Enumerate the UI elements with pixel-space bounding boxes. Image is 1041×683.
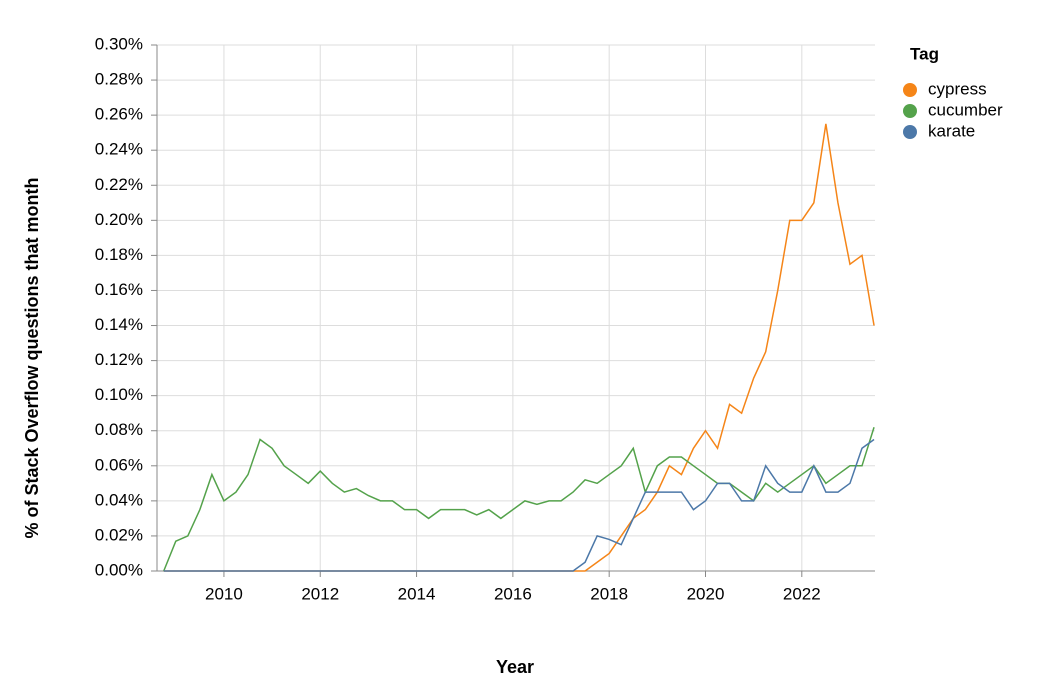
x-axis-title: Year xyxy=(496,657,534,677)
x-tick-label: 2022 xyxy=(783,584,821,603)
x-tick-label: 2012 xyxy=(301,584,339,603)
x-tick-label: 2016 xyxy=(494,584,532,603)
y-tick-label: 0.08% xyxy=(95,420,143,439)
x-tick-label: 2020 xyxy=(687,584,725,603)
y-tick-label: 0.20% xyxy=(95,210,143,229)
series-line xyxy=(163,427,875,572)
y-tick-label: 0.24% xyxy=(95,140,143,159)
legend-marker xyxy=(903,125,917,139)
y-tick-label: 0.30% xyxy=(95,34,143,53)
y-tick-label: 0.18% xyxy=(95,245,143,264)
series-line xyxy=(163,438,875,572)
legend-label: karate xyxy=(928,121,975,140)
legend-marker xyxy=(903,83,917,97)
legend-marker xyxy=(903,104,917,118)
y-tick-label: 0.06% xyxy=(95,455,143,474)
y-tick-label: 0.10% xyxy=(95,385,143,404)
x-tick-label: 2010 xyxy=(205,584,243,603)
y-tick-label: 0.16% xyxy=(95,280,143,299)
x-tick-label: 2014 xyxy=(398,584,436,603)
series-line xyxy=(163,123,875,572)
y-tick-label: 0.12% xyxy=(95,350,143,369)
y-tick-label: 0.28% xyxy=(95,70,143,89)
y-tick-label: 0.14% xyxy=(95,315,143,334)
y-tick-label: 0.02% xyxy=(95,525,143,544)
y-axis-title: % of Stack Overflow questions that month xyxy=(22,177,42,538)
y-tick-label: 0.26% xyxy=(95,105,143,124)
legend-title: Tag xyxy=(910,44,939,63)
legend-label: cucumber xyxy=(928,100,1003,119)
y-tick-label: 0.00% xyxy=(95,560,143,579)
legend-label: cypress xyxy=(928,79,987,98)
x-tick-label: 2018 xyxy=(590,584,628,603)
y-tick-label: 0.22% xyxy=(95,175,143,194)
y-tick-label: 0.04% xyxy=(95,490,143,509)
